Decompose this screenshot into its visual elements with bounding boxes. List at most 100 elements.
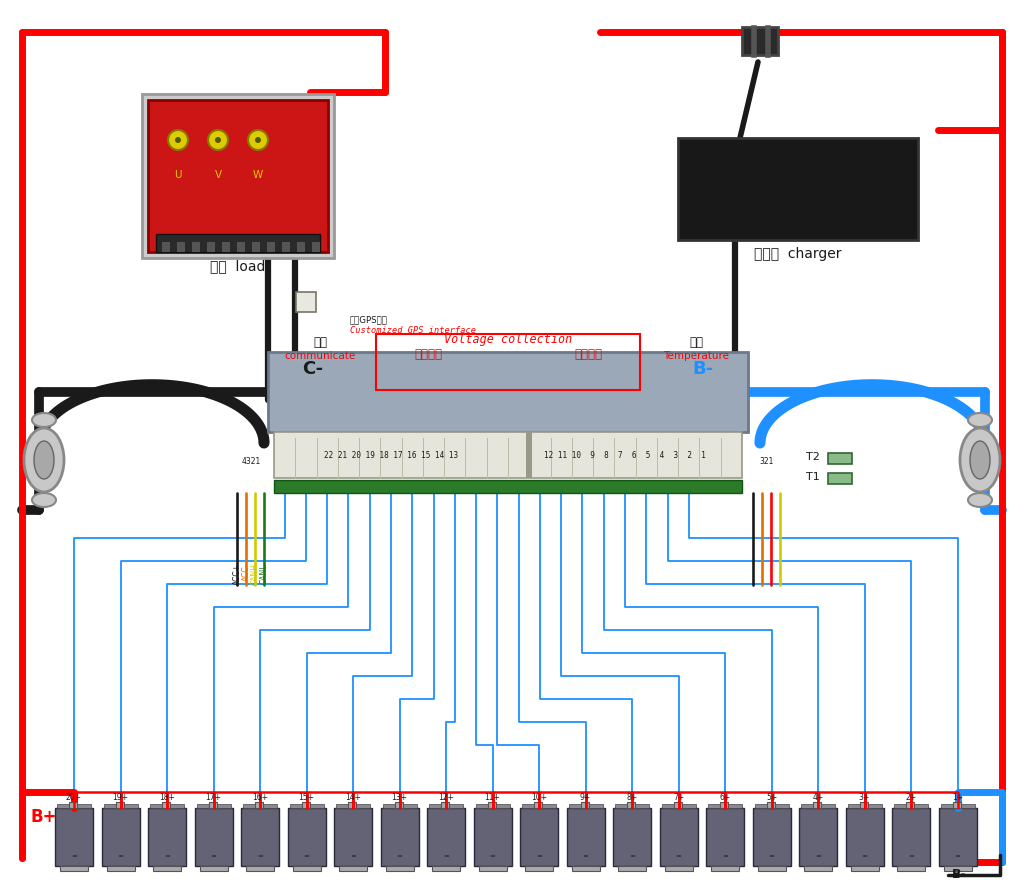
Bar: [69, 802, 77, 808]
Ellipse shape: [24, 428, 63, 492]
Ellipse shape: [961, 428, 1000, 492]
Text: =: =: [396, 853, 402, 859]
Text: =: =: [443, 853, 449, 859]
Text: 22 21 20 19 18 17 16 15 14 13: 22 21 20 19 18 17 16 15 14 13: [324, 451, 458, 460]
Bar: [209, 802, 216, 808]
Ellipse shape: [32, 493, 56, 507]
Bar: [894, 804, 928, 808]
Text: 19+: 19+: [113, 793, 128, 802]
Text: 14+: 14+: [345, 793, 361, 802]
Text: Customized GPS interface: Customized GPS interface: [350, 326, 476, 335]
Text: =: =: [211, 853, 216, 859]
Bar: [394, 802, 402, 808]
Ellipse shape: [970, 441, 990, 479]
Text: =: =: [769, 853, 774, 859]
Text: =: =: [722, 853, 728, 859]
Bar: [473, 808, 512, 866]
Bar: [241, 808, 279, 866]
Bar: [571, 866, 599, 871]
Text: 11+: 11+: [484, 793, 501, 802]
Bar: [296, 292, 316, 312]
Bar: [662, 804, 695, 808]
Bar: [804, 866, 831, 871]
Bar: [243, 804, 278, 808]
Bar: [487, 802, 496, 808]
Bar: [381, 808, 419, 866]
Bar: [534, 802, 542, 808]
Bar: [828, 473, 852, 484]
Bar: [177, 242, 185, 252]
Bar: [162, 242, 170, 252]
Bar: [939, 808, 977, 866]
Bar: [568, 804, 602, 808]
Text: =: =: [908, 853, 914, 859]
Bar: [758, 866, 785, 871]
Text: 10+: 10+: [531, 793, 547, 802]
Bar: [767, 802, 774, 808]
Bar: [162, 802, 170, 808]
Bar: [237, 242, 245, 252]
Bar: [952, 802, 961, 808]
Bar: [943, 866, 972, 871]
Bar: [385, 866, 414, 871]
Text: 6+: 6+: [720, 793, 731, 802]
Text: W: W: [253, 170, 263, 180]
Text: =: =: [954, 853, 961, 859]
Ellipse shape: [215, 137, 221, 143]
Bar: [101, 808, 139, 866]
Bar: [200, 866, 227, 871]
Text: B-: B-: [692, 360, 714, 378]
Bar: [892, 808, 930, 866]
Text: ACC+: ACC+: [232, 563, 242, 585]
Bar: [252, 242, 260, 252]
Bar: [755, 804, 788, 808]
Bar: [427, 808, 465, 866]
Text: 负载  load: 负载 load: [210, 259, 265, 273]
Text: =: =: [257, 853, 263, 859]
Bar: [906, 802, 914, 808]
Bar: [520, 808, 558, 866]
Text: 定制GPS接口: 定制GPS接口: [350, 315, 388, 324]
Ellipse shape: [248, 130, 268, 150]
Bar: [851, 866, 879, 871]
Bar: [222, 242, 230, 252]
Bar: [526, 432, 532, 478]
Text: =: =: [815, 853, 821, 859]
Text: =: =: [489, 853, 496, 859]
Bar: [627, 802, 635, 808]
Text: =: =: [71, 853, 77, 859]
Bar: [57, 804, 91, 808]
Text: 18+: 18+: [159, 793, 175, 802]
Ellipse shape: [208, 130, 228, 150]
Bar: [334, 808, 372, 866]
Bar: [615, 804, 649, 808]
Bar: [274, 480, 742, 493]
Bar: [297, 242, 305, 252]
Text: communicate: communicate: [285, 351, 355, 361]
Bar: [475, 804, 510, 808]
Bar: [246, 866, 274, 871]
Text: B-: B-: [952, 868, 967, 881]
Text: 5+: 5+: [766, 793, 777, 802]
Bar: [193, 242, 200, 252]
Text: =: =: [583, 853, 589, 859]
Text: =: =: [536, 853, 542, 859]
Text: 充电器  charger: 充电器 charger: [755, 247, 842, 261]
Text: 15+: 15+: [299, 793, 314, 802]
Bar: [339, 866, 367, 871]
Bar: [429, 804, 463, 808]
Text: CANH: CANH: [251, 563, 259, 585]
Bar: [665, 866, 692, 871]
Ellipse shape: [255, 137, 261, 143]
Text: 20+: 20+: [66, 793, 82, 802]
Text: 4+: 4+: [812, 793, 823, 802]
Bar: [581, 802, 589, 808]
Bar: [376, 334, 640, 390]
Text: 12 11 10  9  8  7  6  5  4  3  2  1: 12 11 10 9 8 7 6 5 4 3 2 1: [544, 451, 706, 460]
Bar: [813, 802, 821, 808]
Ellipse shape: [175, 137, 181, 143]
Bar: [274, 432, 742, 478]
Text: C-: C-: [302, 360, 324, 378]
Bar: [148, 100, 328, 252]
Bar: [150, 804, 184, 808]
